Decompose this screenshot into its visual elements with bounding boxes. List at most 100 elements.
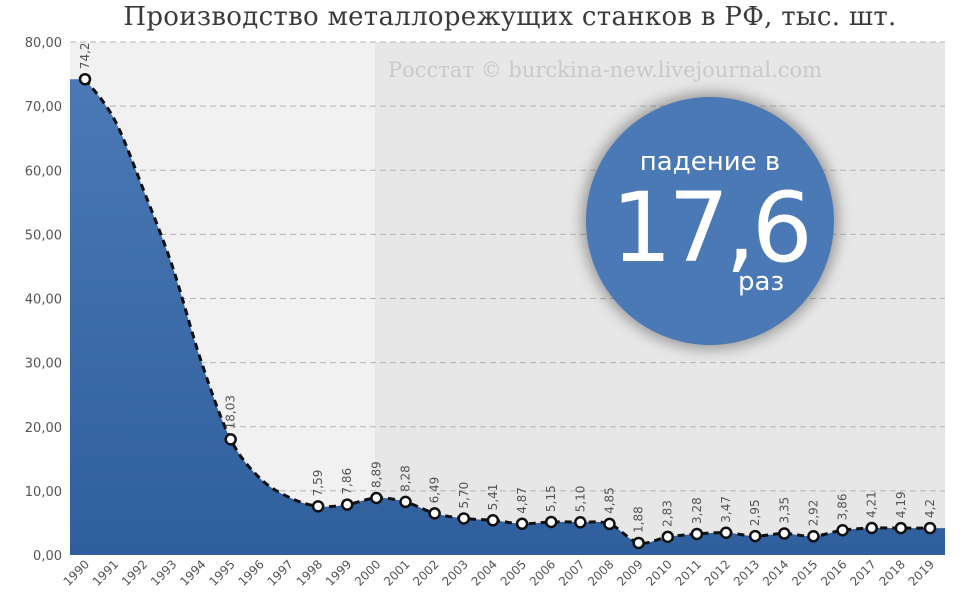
x-axis: 1990199119921993199419951996199719981999… xyxy=(61,557,937,588)
x-tick-label: 2015 xyxy=(789,557,820,588)
y-tick-label: 70,00 xyxy=(25,100,62,115)
data-label: 2,83 xyxy=(661,500,675,527)
x-tick-label: 2016 xyxy=(818,557,849,588)
data-label: 3,86 xyxy=(836,494,850,521)
data-point xyxy=(544,515,558,529)
data-point xyxy=(632,536,645,550)
y-tick-label: 20,00 xyxy=(25,421,62,436)
callout-line1: падение в xyxy=(639,147,781,177)
data-point xyxy=(574,516,587,529)
y-tick-label: 10,00 xyxy=(25,485,62,500)
x-tick-label: 2009 xyxy=(614,557,645,588)
data-label: 6,49 xyxy=(428,477,442,504)
x-tick-label: 2014 xyxy=(760,557,791,588)
x-tick-label: 2001 xyxy=(381,557,412,588)
x-tick-label: 2000 xyxy=(352,557,383,588)
data-point xyxy=(865,521,878,535)
data-label: 7,59 xyxy=(311,470,325,497)
data-point xyxy=(370,491,383,505)
x-tick-label: 2003 xyxy=(439,557,470,588)
data-label: 4,87 xyxy=(515,487,529,514)
data-label: 4,2 xyxy=(923,499,937,518)
x-tick-label: 1994 xyxy=(177,557,208,588)
x-tick-label: 1990 xyxy=(61,557,92,588)
data-point xyxy=(719,526,733,539)
data-label: 5,41 xyxy=(486,484,500,511)
data-point xyxy=(457,512,471,525)
x-tick-label: 1992 xyxy=(119,557,150,588)
y-axis: 0,00 10,00 20,00 30,00 40,00 50,00 60,00 70,00 8… xyxy=(25,36,62,564)
data-label: 2,95 xyxy=(748,499,762,526)
data-point xyxy=(515,517,529,531)
x-tick-label: 2018 xyxy=(876,557,907,588)
marker-layer xyxy=(78,72,937,550)
x-tick-label: 1999 xyxy=(323,557,354,588)
data-label: 8,89 xyxy=(369,461,383,488)
callout-circle: падение в 17,6 раз xyxy=(586,97,834,345)
data-point xyxy=(78,72,92,86)
data-label: 4,19 xyxy=(894,491,908,518)
data-point xyxy=(603,517,616,531)
data-label: 3,35 xyxy=(777,497,791,524)
data-point xyxy=(690,527,704,541)
data-label: 5,15 xyxy=(544,485,558,512)
y-tick-label: 30,00 xyxy=(25,357,62,372)
area-layer xyxy=(70,79,945,555)
data-label-layer: 74,2 18,03 7,59 7,86 8,89 8,28 6,49 5,70 5,41 4,8… xyxy=(78,42,937,532)
data-point xyxy=(748,529,762,543)
x-tick-label: 2019 xyxy=(906,557,937,588)
data-label: 7,86 xyxy=(340,468,354,495)
y-tick-label: 80,00 xyxy=(25,36,62,51)
x-tick-label: 1991 xyxy=(90,557,121,588)
area-fill xyxy=(70,79,945,555)
data-point xyxy=(923,521,937,535)
data-point xyxy=(836,523,849,537)
callout-number: 17,6 xyxy=(611,172,813,284)
y-tick-label: 50,00 xyxy=(25,228,62,243)
data-label: 2,92 xyxy=(806,500,820,527)
y-tick-label: 0,00 xyxy=(33,549,62,564)
x-tick-label: 2017 xyxy=(847,557,878,588)
data-point xyxy=(224,433,237,446)
data-label: 74,2 xyxy=(78,42,92,69)
x-tick-label: 2010 xyxy=(643,557,674,588)
x-tick-label: 1993 xyxy=(148,557,179,588)
x-tick-label: 2007 xyxy=(556,557,587,588)
x-tick-label: 2012 xyxy=(702,557,733,588)
y-tick-label: 40,00 xyxy=(25,293,62,308)
data-label: 3,28 xyxy=(690,497,704,524)
data-point xyxy=(399,495,412,509)
x-tick-label: 2011 xyxy=(673,557,704,588)
data-label: 3,47 xyxy=(719,496,733,523)
data-label: 5,70 xyxy=(457,482,471,509)
data-point xyxy=(894,521,908,535)
x-tick-label: 2006 xyxy=(527,557,558,588)
data-label: 18,03 xyxy=(224,395,238,429)
data-label: 1,88 xyxy=(632,506,646,533)
callout-line2: раз xyxy=(738,267,785,297)
data-label: 8,28 xyxy=(399,465,413,492)
data-point xyxy=(486,514,500,527)
data-point xyxy=(311,500,325,513)
x-tick-label: 2005 xyxy=(498,557,529,588)
x-tick-label: 2002 xyxy=(410,557,441,588)
chart-title: Производство металлорежущих станков в РФ… xyxy=(123,2,897,32)
x-tick-label: 1995 xyxy=(206,557,237,588)
x-tick-label: 2008 xyxy=(585,557,616,588)
data-point xyxy=(661,530,675,544)
watermark: Росстат © burckina-new.livejournal.com xyxy=(388,58,823,82)
data-label: 4,85 xyxy=(602,487,616,514)
data-point xyxy=(428,507,441,520)
y-tick-label: 60,00 xyxy=(25,164,62,179)
x-tick-label: 2013 xyxy=(731,557,762,588)
data-point xyxy=(807,530,820,543)
data-label: 5,10 xyxy=(573,486,587,513)
data-point xyxy=(778,527,791,540)
data-label: 4,21 xyxy=(865,491,879,518)
x-tick-label: 2004 xyxy=(469,557,500,588)
data-point xyxy=(340,498,354,511)
x-tick-label: 1998 xyxy=(294,557,325,588)
x-tick-label: 1997 xyxy=(265,557,296,588)
